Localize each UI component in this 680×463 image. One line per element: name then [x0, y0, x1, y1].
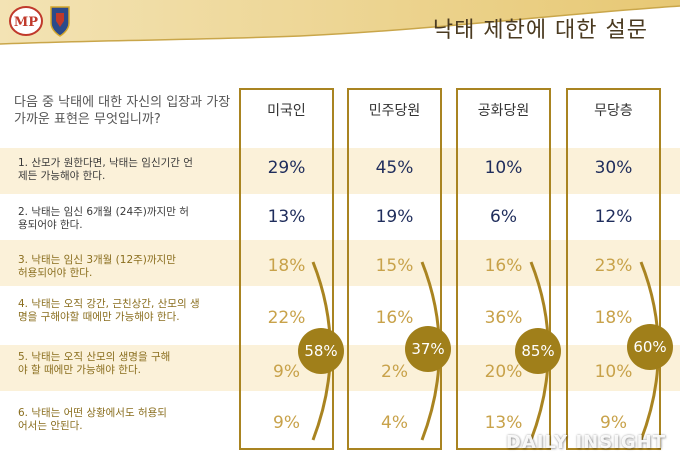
- cell-r2-c3: 6%: [490, 207, 517, 227]
- column-box-democrats: [347, 88, 442, 450]
- column-header-americans: 미국인: [267, 103, 306, 119]
- cell-r4-c2: 16%: [375, 308, 414, 328]
- cell-r3-c3: 16%: [484, 256, 523, 276]
- cell-r1-c3: 10%: [484, 158, 523, 178]
- column-box-americans: [239, 88, 334, 450]
- cell-r1-c4: 30%: [594, 158, 633, 178]
- cell-r6-c3: 13%: [484, 413, 523, 433]
- row-label-1: 1. 산모가 원한다면, 낙태는 임신기간 언제든 가능해야 한다.: [18, 157, 193, 182]
- cell-r6-c2: 4%: [381, 413, 408, 433]
- group-total-americans: 58%: [298, 328, 344, 374]
- column-header-democrats: 민주당원: [368, 103, 421, 119]
- survey-question: 다음 중 낙태에 대한 자신의 입장과 가장 가까운 표현은 무엇입니까?: [14, 95, 231, 127]
- logo: MP: [7, 3, 77, 39]
- group-total-democrats: 37%: [405, 326, 451, 372]
- cell-r3-c2: 15%: [375, 256, 414, 276]
- cell-r3-c1: 18%: [267, 256, 306, 276]
- header-bar: MP 낙태 제한에 대한 설문: [0, 0, 680, 52]
- cell-r2-c1: 13%: [267, 207, 306, 227]
- cell-r5-c3: 20%: [484, 362, 523, 382]
- row-label-6: 6. 낙태는 어떤 상황에서도 허용되어서는 안된다.: [18, 407, 167, 432]
- group-total-independents: 60%: [627, 324, 673, 370]
- cell-r2-c4: 12%: [594, 207, 633, 227]
- group-total-republicans: 85%: [515, 328, 561, 374]
- cell-r6-c4: 9%: [600, 413, 627, 433]
- column-box-republicans: [456, 88, 551, 450]
- cell-r4-c3: 36%: [484, 308, 523, 328]
- column-header-independents: 무당층: [594, 103, 633, 119]
- page-title: 낙태 제한에 대한 설문: [432, 18, 648, 43]
- cell-r3-c4: 23%: [594, 256, 633, 276]
- cell-r1-c2: 45%: [375, 158, 414, 178]
- cell-r4-c1: 22%: [267, 308, 306, 328]
- cell-r2-c2: 19%: [375, 207, 414, 227]
- row-label-5: 5. 낙태는 오직 산모의 생명을 구해야 할 때에만 가능해야 한다.: [18, 351, 171, 376]
- row-label-3: 3. 낙태는 임신 3개월 (12주)까지만 허용되어야 한다.: [18, 254, 176, 279]
- cell-r5-c4: 10%: [594, 362, 633, 382]
- cell-r5-c1: 9%: [273, 362, 300, 382]
- logo-text: MP: [14, 15, 38, 30]
- row-label-2: 2. 낙태는 임신 6개월 (24주)까지만 허용되어야 한다.: [18, 206, 189, 231]
- logo-emblem-icon: MP: [9, 6, 70, 37]
- watermark: DAILY INSIGHT: [505, 432, 666, 453]
- row-label-4: 4. 낙태는 오직 강간, 근친상간, 산모의 생명을 구해야할 때에만 가능해…: [18, 298, 200, 323]
- cell-r6-c1: 9%: [273, 413, 300, 433]
- cell-r4-c4: 18%: [594, 308, 633, 328]
- column-header-republicans: 공화당원: [477, 103, 530, 119]
- column-box-independents: [566, 88, 661, 450]
- header-decoration: [0, 0, 680, 45]
- cell-r1-c1: 29%: [267, 158, 306, 178]
- cell-r5-c2: 2%: [381, 362, 408, 382]
